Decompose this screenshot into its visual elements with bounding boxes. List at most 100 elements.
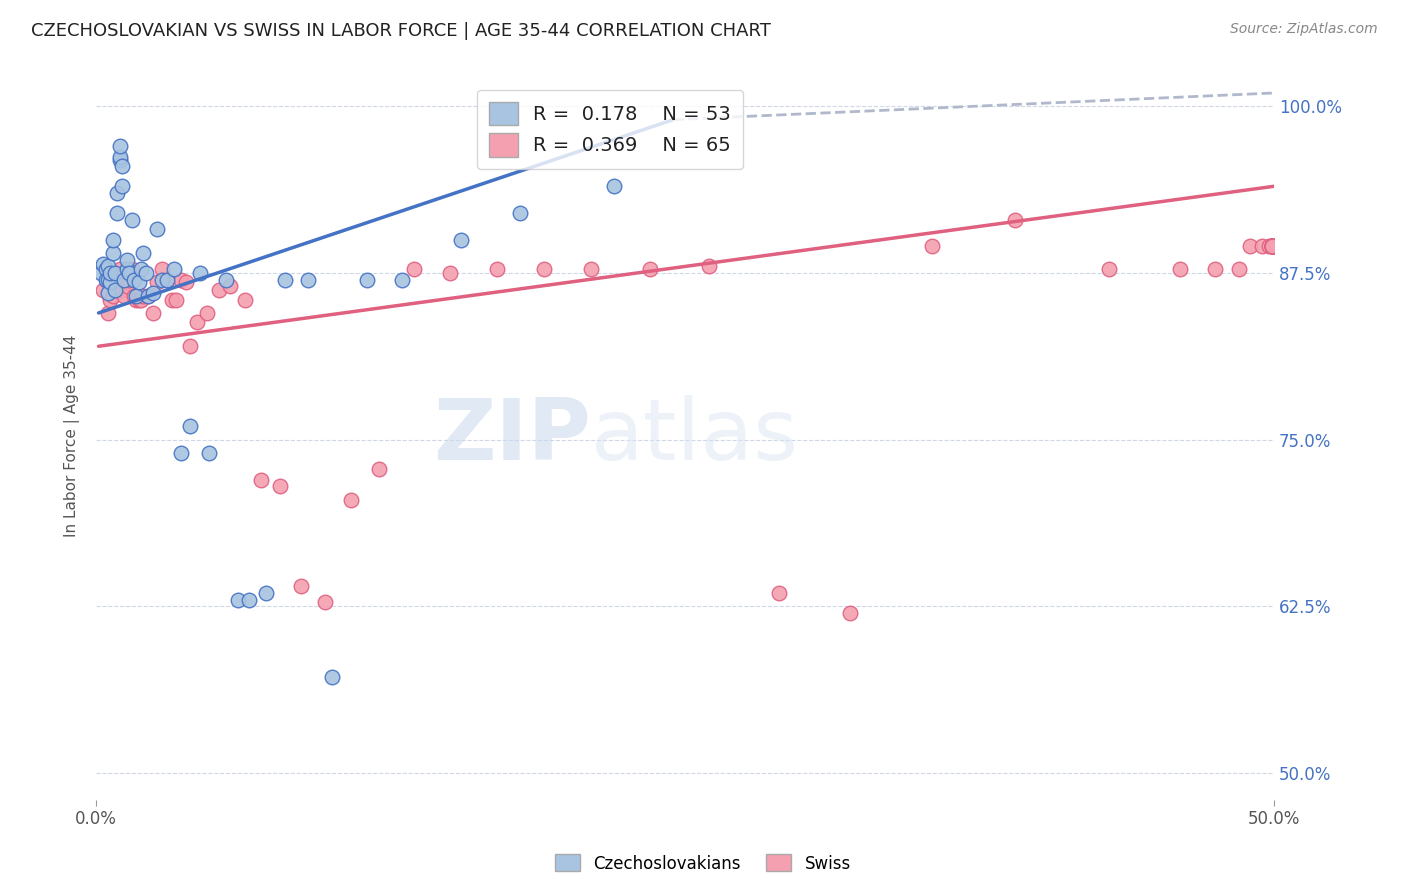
Point (170, 446, 193, 460)
Point (128, 293, 150, 307)
Point (135, 266, 157, 280)
Point (101, 246, 124, 260)
Point (105, 206, 128, 220)
Point (97, 272, 120, 286)
Point (104, 283, 127, 297)
Point (101, 233, 124, 247)
Point (1260, 239, 1282, 253)
Point (1004, 212, 1026, 227)
Text: CZECHOSLOVAKIAN VS SWISS IN LABOR FORCE | AGE 35-44 CORRELATION CHART: CZECHOSLOVAKIAN VS SWISS IN LABOR FORCE … (31, 22, 770, 40)
Point (579, 262, 602, 277)
Point (156, 272, 179, 286)
Point (125, 288, 148, 302)
Point (115, 279, 138, 293)
Point (111, 159, 134, 173)
Point (1260, 239, 1282, 253)
Point (98, 293, 121, 307)
Point (94, 272, 117, 286)
Point (219, 279, 242, 293)
Point (125, 293, 148, 307)
Point (356, 272, 378, 286)
Point (290, 579, 312, 593)
Point (136, 288, 159, 302)
Point (314, 595, 336, 609)
Point (165, 293, 187, 307)
Point (233, 293, 256, 307)
Point (450, 233, 472, 247)
Point (1204, 262, 1226, 277)
Point (108, 153, 131, 167)
Point (254, 586, 277, 600)
Point (146, 222, 169, 236)
Point (226, 592, 249, 607)
Point (321, 670, 343, 684)
Point (208, 283, 231, 297)
Point (121, 262, 143, 277)
Point (1260, 239, 1282, 253)
Point (404, 262, 426, 277)
Point (97, 306, 120, 320)
Point (91, 257, 114, 271)
Point (697, 260, 720, 274)
Point (136, 288, 159, 302)
Point (238, 592, 260, 607)
Point (269, 479, 291, 493)
Point (1239, 239, 1261, 253)
Point (91, 283, 114, 297)
Point (111, 283, 134, 297)
Point (114, 288, 136, 302)
Point (179, 419, 201, 434)
Point (108, 150, 131, 164)
Point (1098, 262, 1121, 277)
Point (105, 283, 128, 297)
Point (170, 272, 193, 286)
Point (174, 275, 197, 289)
Point (250, 473, 273, 487)
Legend: R =  0.178    N = 53, R =  0.369    N = 65: R = 0.178 N = 53, R = 0.369 N = 65 (477, 90, 742, 169)
Point (188, 266, 211, 280)
Point (118, 266, 141, 280)
Point (142, 306, 165, 320)
Point (163, 262, 186, 277)
Point (1251, 239, 1274, 253)
Text: Source: ZipAtlas.com: Source: ZipAtlas.com (1230, 22, 1378, 37)
Point (768, 586, 790, 600)
Point (90, 266, 112, 280)
Point (122, 288, 145, 302)
Point (439, 266, 461, 280)
Point (156, 272, 179, 286)
Point (1260, 239, 1282, 253)
Point (97, 260, 120, 274)
Point (108, 262, 131, 277)
Point (297, 272, 319, 286)
Point (186, 315, 208, 329)
Point (98, 275, 121, 289)
Text: ZIP: ZIP (433, 395, 591, 478)
Point (839, 606, 862, 620)
Legend: Czechoslovakians, Swiss: Czechoslovakians, Swiss (548, 847, 858, 880)
Point (638, 262, 661, 277)
Point (1260, 239, 1282, 253)
Point (1260, 239, 1282, 253)
Point (509, 206, 531, 220)
Point (1260, 239, 1282, 253)
Point (533, 262, 555, 277)
Point (122, 272, 145, 286)
Point (142, 285, 165, 300)
Point (132, 246, 155, 260)
Point (1260, 239, 1282, 253)
Point (129, 262, 152, 277)
Point (921, 239, 943, 253)
Point (485, 262, 508, 277)
Point (115, 262, 138, 277)
Text: atlas: atlas (591, 395, 799, 478)
Point (111, 179, 134, 194)
Point (115, 252, 138, 267)
Point (160, 293, 183, 307)
Point (104, 266, 127, 280)
Point (179, 339, 201, 353)
Point (198, 446, 221, 460)
Point (1258, 239, 1281, 253)
Point (118, 272, 141, 286)
Point (128, 275, 150, 289)
